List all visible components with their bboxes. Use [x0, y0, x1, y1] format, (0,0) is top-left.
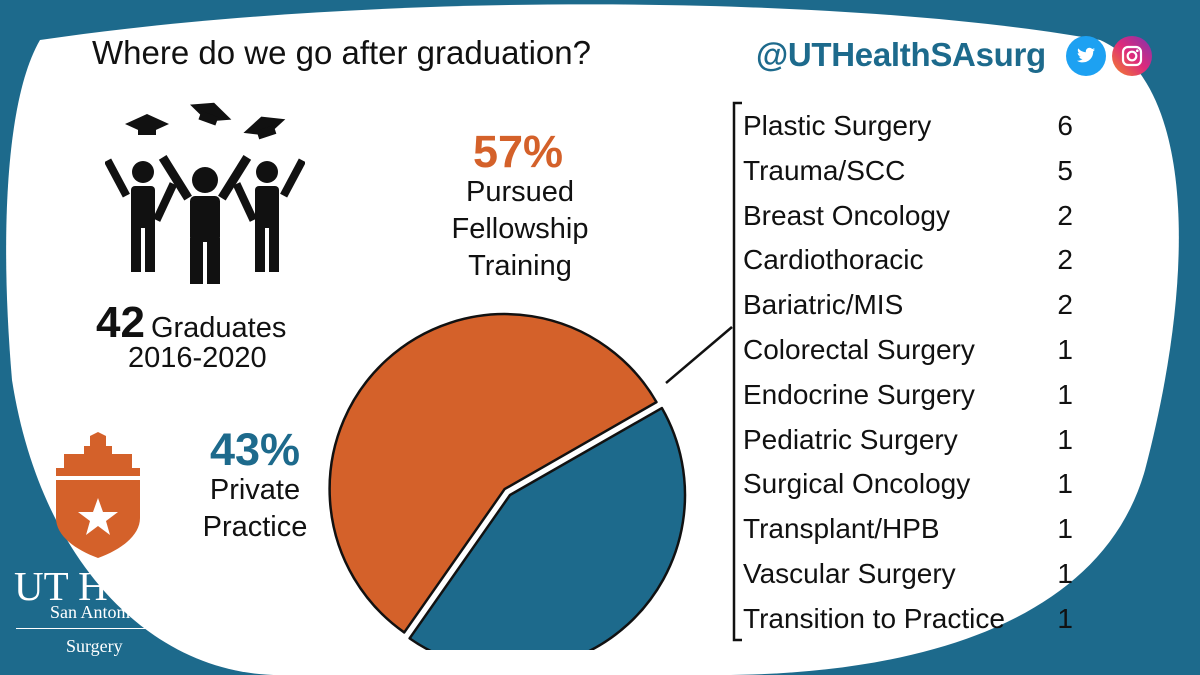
- logo-san-antonio: San Antonio: [50, 602, 140, 622]
- fellowship-description-line: Training: [468, 250, 572, 282]
- list-item: Surgical Oncology 1: [743, 462, 1073, 507]
- list-item: Vascular Surgery 1: [743, 552, 1073, 597]
- fellowship-description-line: Fellowship: [451, 213, 589, 245]
- pie-slice-fellowship: [328, 312, 658, 634]
- graduation-cap-icon: [190, 102, 232, 126]
- list-item: Breast Oncology 2: [743, 194, 1073, 239]
- fellowship-count: 1: [1057, 333, 1073, 365]
- fellowship-count: 1: [1057, 468, 1073, 500]
- fellowship-breakdown-list: Plastic Surgery 6 Trauma/SCC 5 Breast Onco…: [743, 104, 1073, 642]
- page-title: Where do we go after graduation?: [92, 34, 591, 71]
- twitter-icon[interactable]: [1066, 36, 1106, 76]
- ut-health-shield-logo: [56, 432, 140, 558]
- list-item: Transplant/HPB 1: [743, 507, 1073, 552]
- logo-surgery: Surgery: [66, 636, 123, 656]
- fellowship-name: Cardiothoracic: [743, 244, 924, 276]
- fellowship-name: Transition to Practice: [743, 602, 1005, 634]
- graduation-cap-icon: [125, 114, 169, 135]
- fellowship-name: Breast Oncology: [743, 199, 950, 231]
- graduation-cap-icon: [243, 116, 286, 140]
- list-item: Cardiothoracic 2: [743, 238, 1073, 283]
- fellowship-name: Bariatric/MIS: [743, 289, 904, 321]
- instagram-icon[interactable]: [1112, 36, 1152, 76]
- fellowship-count: 1: [1057, 378, 1073, 410]
- private-practice-description-line: Private: [209, 474, 301, 506]
- fellowship-name: Trauma/SCC: [743, 154, 906, 186]
- graduates-figures-icon: [105, 102, 305, 284]
- fellowship-name: Plastic Surgery: [743, 110, 932, 141]
- fellowship-description: Pursued Fellowship Training: [430, 174, 610, 285]
- logo-divider: [16, 628, 176, 629]
- fellowship-name: Transplant/HPB: [743, 513, 940, 545]
- graduates-label: Graduates: [150, 312, 287, 344]
- fellowship-count: 1: [1057, 423, 1073, 455]
- list-item: Trauma/SCC 5: [743, 149, 1073, 194]
- private-practice-description: Private Practice: [190, 472, 320, 546]
- social-handle[interactable]: @UTHealthSAsurg: [756, 36, 1046, 73]
- fellowship-percent: 57%: [472, 126, 564, 177]
- fellowship-count: 1: [1057, 513, 1073, 545]
- fellowship-name: Pediatric Surgery: [743, 423, 958, 455]
- private-practice-percent: 43%: [209, 424, 301, 475]
- fellowship-count: 1: [1057, 602, 1073, 634]
- private-practice-description-line: Practice: [202, 511, 308, 543]
- graduates-years: 2016-2020: [128, 342, 267, 374]
- graduates-count: 42: [96, 298, 145, 347]
- fellowship-count: 2: [1057, 199, 1073, 231]
- connector-line: [665, 326, 733, 384]
- pie-chart: [328, 312, 687, 650]
- list-item: Colorectal Surgery 1: [743, 328, 1073, 373]
- breakdown-bracket: [665, 101, 742, 642]
- list-item: Bariatric/MIS 2: [743, 283, 1073, 328]
- graduates-count-line: 42 Graduates: [96, 298, 286, 348]
- fellowship-count: 5: [1057, 154, 1073, 186]
- list-item: Pediatric Surgery 1: [743, 418, 1073, 463]
- fellowship-count: 2: [1057, 289, 1073, 321]
- fellowship-name: Colorectal Surgery: [743, 333, 975, 365]
- fellowship-name: Vascular Surgery: [743, 557, 956, 589]
- fellowship-count: 6: [1057, 110, 1073, 141]
- list-item: Plastic Surgery 6: [743, 104, 1073, 149]
- fellowship-description-line: Pursued: [465, 176, 574, 208]
- bracket-line: [732, 101, 742, 642]
- pie-slice-private-practice: [408, 406, 687, 650]
- list-item: Transition to Practice 1: [743, 597, 1073, 642]
- fellowship-name: Surgical Oncology: [743, 468, 971, 500]
- logo-ut-health: UT Health: [14, 563, 188, 609]
- list-item: Endocrine Surgery 1: [743, 373, 1073, 418]
- fellowship-count: 2: [1057, 244, 1073, 276]
- fellowship-count: 1: [1057, 557, 1073, 589]
- fellowship-name: Endocrine Surgery: [743, 378, 975, 410]
